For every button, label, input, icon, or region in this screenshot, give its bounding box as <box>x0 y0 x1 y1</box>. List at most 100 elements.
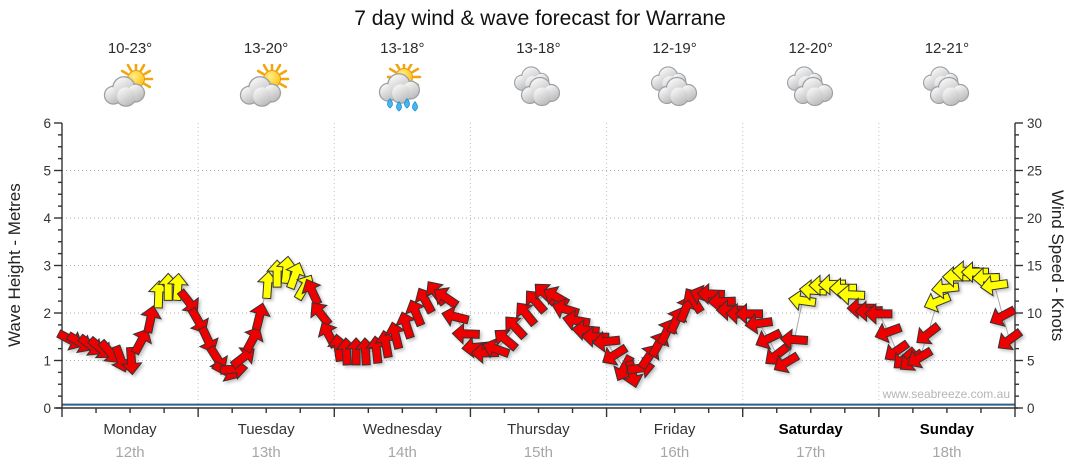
axes <box>54 122 1023 417</box>
wind-arrow <box>374 329 397 359</box>
day-name: Thursday <box>507 421 570 438</box>
wind-arrow <box>755 328 783 350</box>
day-name: Friday <box>653 421 696 438</box>
wind-arrow <box>707 290 736 313</box>
wind-arrow <box>384 321 406 350</box>
wind-arrow <box>916 322 942 345</box>
wind-arrow <box>187 306 209 334</box>
svg-text:5: 5 <box>1027 354 1035 369</box>
clouds-icon <box>470 64 606 117</box>
day-name: Wednesday <box>362 421 442 438</box>
sun-cloud-icon <box>62 61 198 117</box>
clouds-icon <box>607 64 743 117</box>
wind-arrow <box>515 302 539 328</box>
wind-arrow <box>779 328 809 351</box>
wind-arrow <box>310 302 333 328</box>
cloud-icon <box>103 76 146 107</box>
cloud-icon <box>521 76 561 107</box>
day-name: Tuesday <box>237 421 295 438</box>
day-temp: 12-19° <box>652 40 697 57</box>
day-date: 13th <box>251 444 281 461</box>
wind-arrow <box>451 322 480 345</box>
wind-arrow <box>140 305 162 334</box>
day-date: 15th <box>523 444 553 461</box>
wind-arrow <box>525 290 549 315</box>
day-temp: 13-18° <box>516 40 561 57</box>
wind-arrow <box>505 316 528 341</box>
day-temp: 10-23° <box>107 40 153 57</box>
day-name: Sunday <box>919 421 974 438</box>
cloud-icon <box>929 76 969 107</box>
cloud-icon <box>657 76 697 107</box>
sun-cloud-rain-icon <box>334 59 470 117</box>
day-temp: 12-21° <box>924 40 970 57</box>
svg-text:4: 4 <box>43 211 51 226</box>
svg-text:15: 15 <box>1027 259 1042 274</box>
svg-text:20: 20 <box>1027 211 1042 226</box>
wind-arrow <box>130 328 153 356</box>
cloud-icon <box>379 73 421 104</box>
wind-arrow <box>971 266 1001 290</box>
wind-arrow <box>229 347 255 370</box>
cloud-icon <box>239 76 282 107</box>
wind-arrow <box>285 262 307 291</box>
day-date: 14th <box>387 444 417 461</box>
wind-arrows <box>56 255 1024 389</box>
svg-text:0: 0 <box>43 401 51 416</box>
day-temp: 13-20° <box>243 40 289 57</box>
wind-arrow <box>989 305 1017 327</box>
wind-arrow <box>864 302 893 326</box>
gridlines <box>62 123 1015 408</box>
day-temp: 12-20° <box>788 40 833 57</box>
svg-text:3: 3 <box>43 259 51 274</box>
raindrop-icon <box>396 101 403 112</box>
raindrop-icon <box>412 101 419 112</box>
wind-arrow <box>602 343 629 366</box>
wind-arrow <box>744 312 774 335</box>
wind-arrow <box>571 318 600 341</box>
wind-arrow <box>836 283 866 306</box>
day-name: Monday <box>103 421 157 438</box>
day-date: 16th <box>659 444 690 461</box>
svg-text:6: 6 <box>43 116 51 131</box>
wind-arrow <box>734 302 763 326</box>
raindrop-icon <box>387 98 394 109</box>
cloud-icon <box>793 76 833 107</box>
wind-arrow <box>301 278 323 307</box>
day-date: 18th <box>932 444 962 461</box>
wind-arrow <box>874 322 903 344</box>
wind-arrow <box>817 273 847 296</box>
svg-text:10: 10 <box>1027 306 1042 321</box>
wind-arrow <box>120 346 143 376</box>
right-axis-label: Wind Speed - Knots <box>1048 189 1067 342</box>
day-date: 12th <box>115 444 145 461</box>
wind-arrow <box>696 282 726 306</box>
watermark: www.seabreeze.com.au <box>882 387 1010 401</box>
raindrop-icon <box>404 98 411 109</box>
wind-arrow <box>907 346 934 369</box>
page-title: 7 day wind & wave forecast for Warrane <box>354 7 726 30</box>
svg-text:0: 0 <box>1027 401 1035 416</box>
svg-text:2: 2 <box>43 306 51 321</box>
wind-arrow <box>414 287 436 315</box>
wind-arrow <box>441 305 470 327</box>
wind-arrow <box>433 287 460 310</box>
wind-arrow <box>404 299 426 328</box>
wind-arrow <box>395 311 417 340</box>
svg-text:30: 30 <box>1027 116 1042 131</box>
axis-tick-labels: 0 1 2 3 4 5 6 0 5 10 15 20 25 30 <box>43 116 1042 416</box>
svg-text:1: 1 <box>43 354 51 369</box>
clouds-icon <box>743 64 879 117</box>
wind-arrow <box>923 292 952 313</box>
wind-arrow <box>242 326 264 354</box>
wind-arrow <box>580 325 610 348</box>
wind-arrow <box>788 289 817 312</box>
day-date: 17th <box>796 444 826 461</box>
day-temp: 13-18° <box>380 40 425 57</box>
svg-text:25: 25 <box>1027 164 1042 179</box>
wind-arrow <box>482 337 511 359</box>
wind-arrow <box>960 260 989 284</box>
svg-text:5: 5 <box>43 164 51 179</box>
